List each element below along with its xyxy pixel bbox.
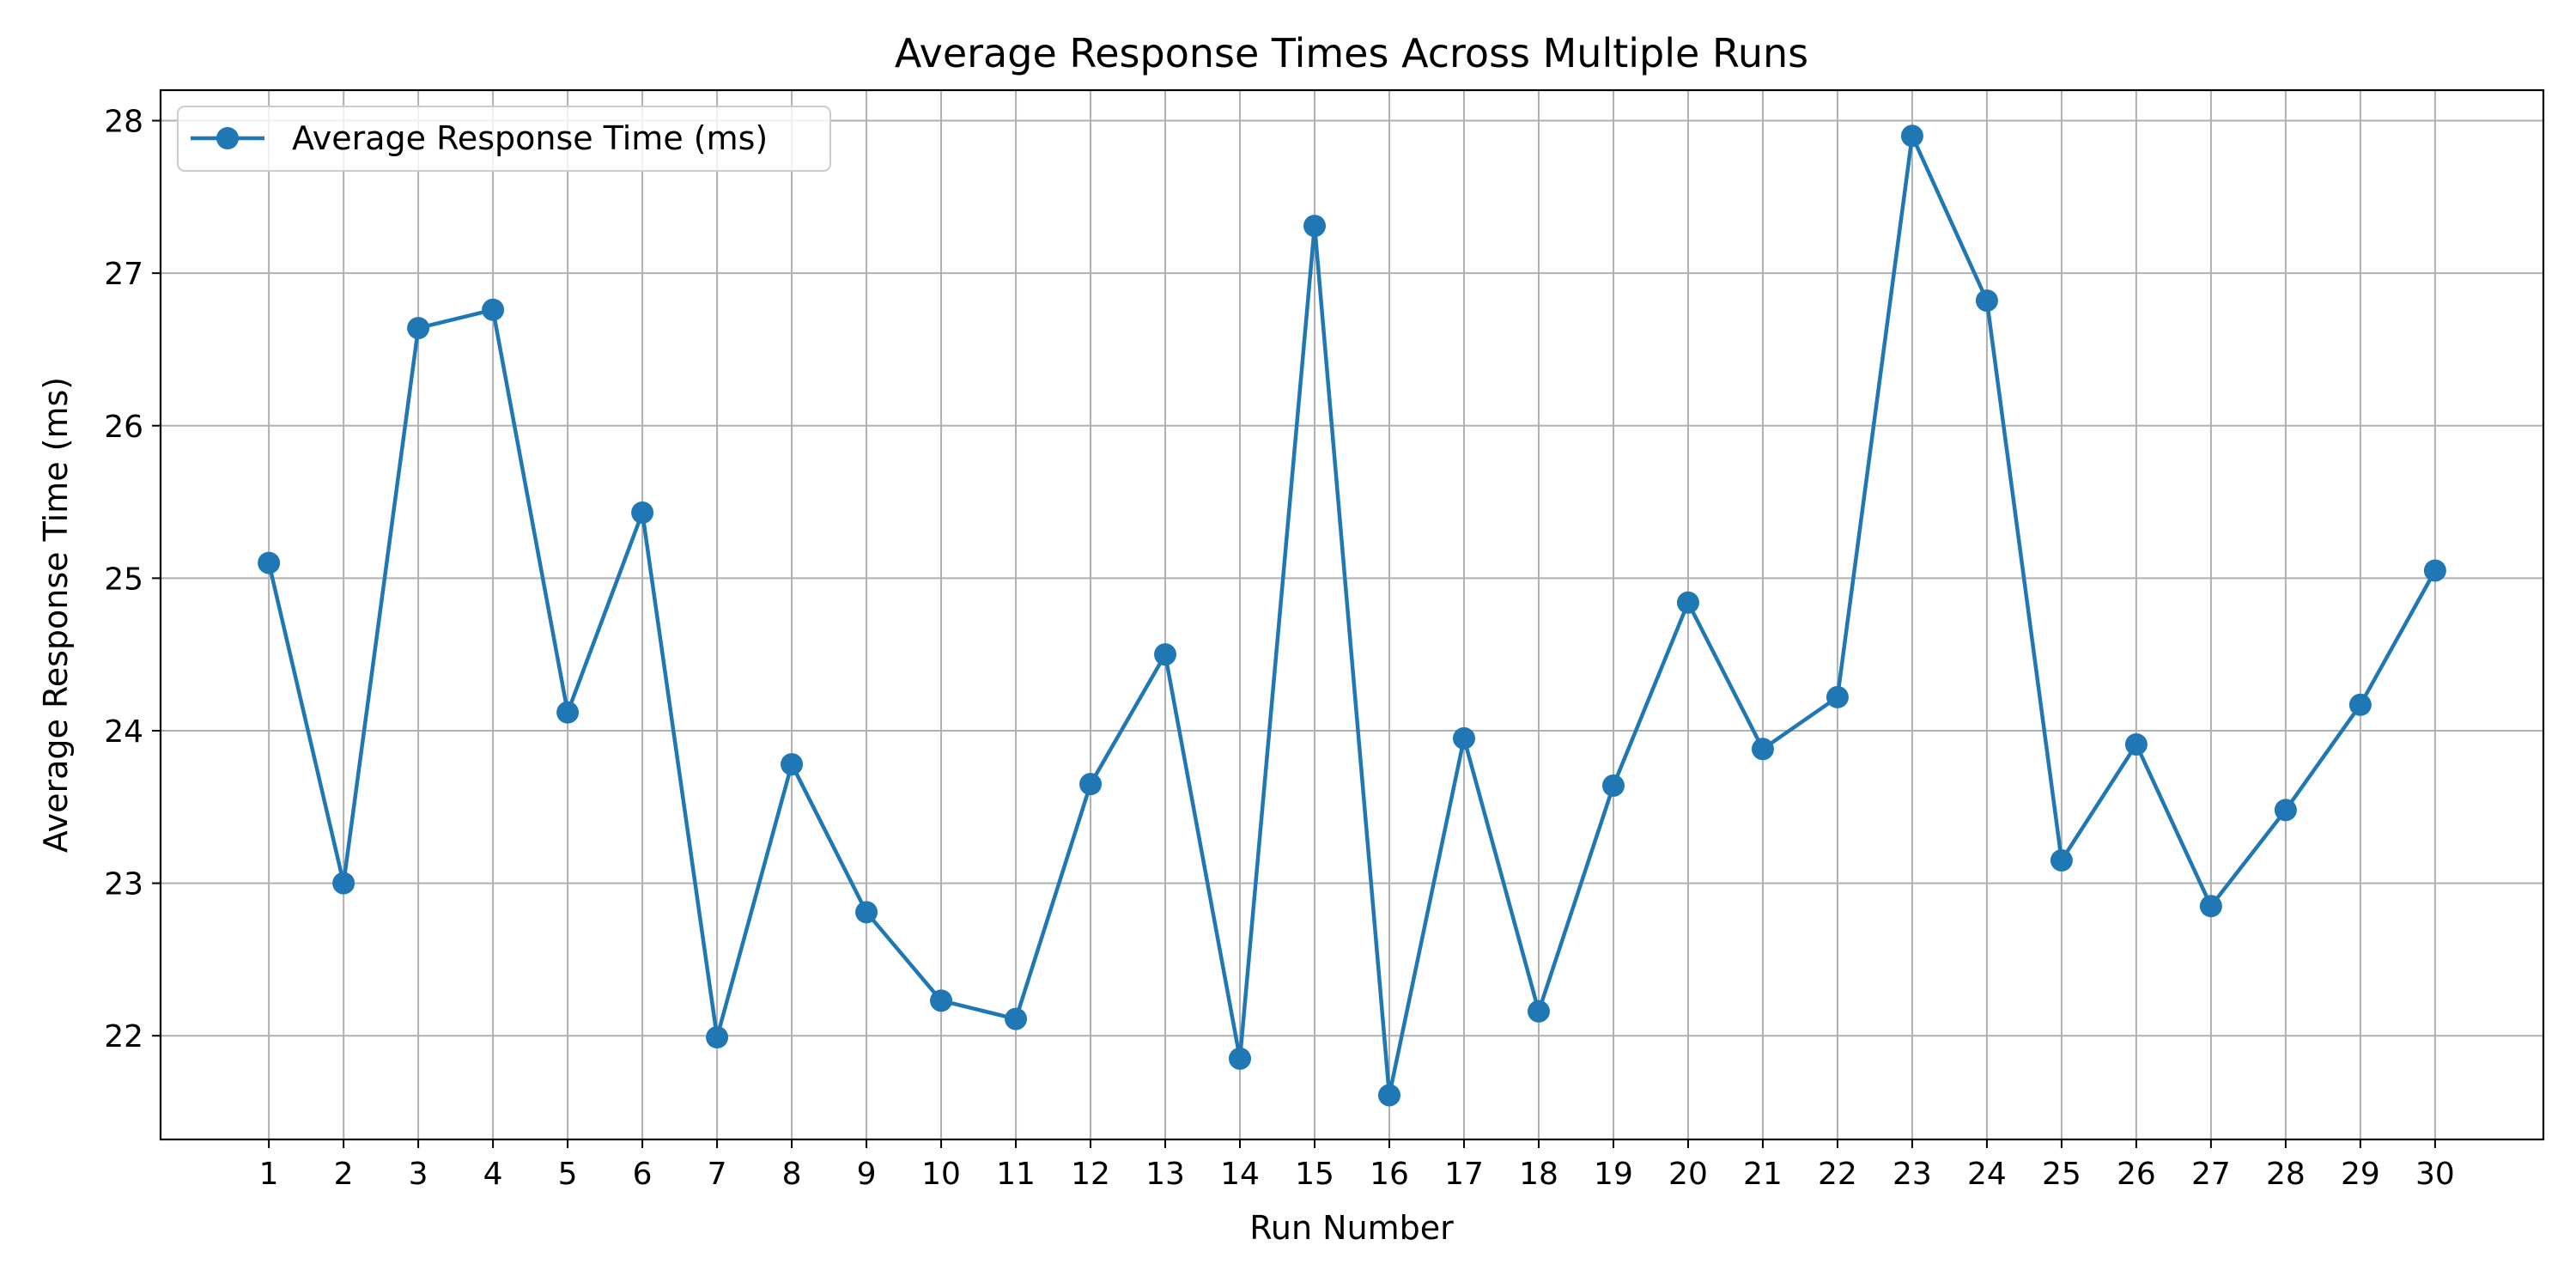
- data-point: [706, 1025, 729, 1048]
- x-tick-label: 7: [708, 1157, 727, 1192]
- y-tick-label: 25: [104, 562, 143, 597]
- data-point: [1527, 999, 1550, 1023]
- x-tick-label: 3: [409, 1157, 428, 1192]
- y-tick-label: 26: [104, 410, 143, 445]
- data-point: [1079, 773, 1103, 796]
- x-tick-label: 29: [2341, 1157, 2380, 1192]
- y-tick-label: 24: [104, 714, 143, 750]
- x-tick-label: 2: [334, 1157, 354, 1192]
- x-tick-label: 11: [996, 1157, 1036, 1192]
- x-tick-label: 4: [483, 1157, 503, 1192]
- x-tick-label: 1: [259, 1157, 279, 1192]
- x-tick-label: 21: [1743, 1157, 1783, 1192]
- legend-label: Average Response Time (ms): [292, 119, 768, 157]
- data-point: [930, 989, 953, 1012]
- grid-lines: [161, 90, 2543, 1139]
- x-tick-label: 9: [857, 1157, 877, 1192]
- data-point: [258, 551, 281, 574]
- x-tick-label: 18: [1519, 1157, 1558, 1192]
- data-point: [1676, 591, 1699, 614]
- x-axis-ticks: 1 2 3 4 5 6 7 8 9 10 11 12 13 14 15 16 17 18 19 20 21 22 23 24 2…: [259, 1139, 2455, 1192]
- data-point: [2124, 732, 2148, 756]
- x-tick-label: 13: [1145, 1157, 1185, 1192]
- x-tick-label: 28: [2266, 1157, 2306, 1192]
- data-point: [332, 872, 355, 895]
- x-tick-label: 12: [1071, 1157, 1110, 1192]
- data-point: [2423, 559, 2446, 582]
- x-tick-label: 24: [1967, 1157, 2007, 1192]
- x-tick-label: 5: [558, 1157, 578, 1192]
- legend: Average Response Time (ms): [177, 106, 831, 172]
- x-tick-label: 10: [921, 1157, 961, 1192]
- y-axis-ticks: 22 23 24 25 26 27 28: [104, 105, 161, 1054]
- data-point: [1154, 643, 1177, 666]
- data-point: [2050, 848, 2073, 872]
- x-tick-label: 8: [782, 1157, 802, 1192]
- x-tick-label: 14: [1220, 1157, 1260, 1192]
- x-tick-label: 23: [1893, 1157, 1932, 1192]
- data-point: [2348, 693, 2372, 716]
- legend-marker-swatch: [216, 127, 239, 149]
- series-line: [266, 134, 2437, 1097]
- y-axis-label: Average Response Time (ms): [37, 377, 75, 853]
- x-tick-label: 30: [2415, 1157, 2455, 1192]
- x-tick-label: 20: [1668, 1157, 1708, 1192]
- x-tick-label: 15: [1295, 1157, 1334, 1192]
- y-tick-label: 28: [104, 105, 143, 140]
- data-point: [556, 701, 580, 724]
- data-point: [781, 753, 804, 776]
- x-tick-label: 16: [1370, 1157, 1409, 1192]
- y-tick-label: 23: [104, 867, 143, 902]
- data-point: [1452, 726, 1475, 750]
- data-point: [482, 298, 505, 321]
- y-tick-label: 22: [104, 1019, 143, 1054]
- data-point: [1601, 774, 1625, 797]
- series-layer: [258, 125, 2446, 1107]
- data-point: [631, 501, 654, 524]
- data-point: [1975, 289, 1998, 313]
- x-tick-label: 17: [1444, 1157, 1484, 1192]
- axes-frame: [159, 88, 2545, 1141]
- data-point: [2199, 895, 2222, 918]
- chart-title: Average Response Times Across Multiple R…: [895, 30, 1808, 76]
- data-point: [1377, 1084, 1400, 1107]
- x-tick-label: 25: [2042, 1157, 2081, 1192]
- data-point: [1900, 125, 1923, 148]
- data-point: [1229, 1047, 1252, 1070]
- data-point: [855, 901, 878, 924]
- x-tick-label: 22: [1818, 1157, 1857, 1192]
- data-point: [1303, 215, 1327, 238]
- x-tick-label: 27: [2191, 1157, 2231, 1192]
- data-point: [2274, 799, 2297, 822]
- x-tick-label: 6: [633, 1157, 653, 1192]
- x-tick-label: 26: [2117, 1157, 2156, 1192]
- legend-box: [177, 106, 831, 172]
- x-axis-label: Run Number: [1249, 1209, 1454, 1247]
- data-point: [1751, 738, 1774, 761]
- data-point: [407, 317, 430, 340]
- y-tick-label: 27: [104, 257, 143, 292]
- data-point: [1826, 685, 1849, 708]
- x-tick-label: 19: [1594, 1157, 1633, 1192]
- data-point: [1005, 1007, 1028, 1030]
